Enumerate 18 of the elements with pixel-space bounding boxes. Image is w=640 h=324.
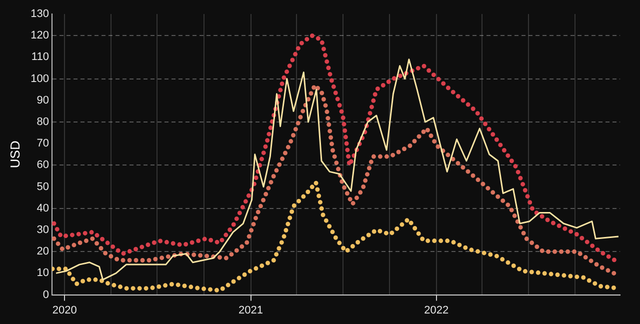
y-tick-label: 30	[36, 224, 49, 236]
y-tick-label: 70	[36, 138, 49, 150]
y-tick-label: 40	[36, 202, 49, 214]
x-tick-label: 2022	[424, 304, 449, 316]
y-tick-label: 60	[36, 159, 49, 172]
y-axis-title: USD	[7, 140, 22, 168]
y-tick-label: 100	[30, 72, 49, 85]
y-tick-label: 20	[36, 246, 49, 258]
y-tick-label: 110	[31, 51, 49, 64]
y-tick-label: 80	[36, 116, 49, 128]
y-tick-label: 90	[36, 94, 49, 106]
x-tick-label: 2021	[238, 304, 264, 316]
y-tick-label: 50	[36, 180, 49, 193]
x-tick-label: 2020	[52, 304, 77, 316]
y-tick-label: 120	[30, 30, 49, 42]
y-tick-label: 10	[36, 267, 49, 280]
y-tick-label: 130	[30, 8, 49, 20]
y-tick-label: 0	[42, 288, 49, 301]
